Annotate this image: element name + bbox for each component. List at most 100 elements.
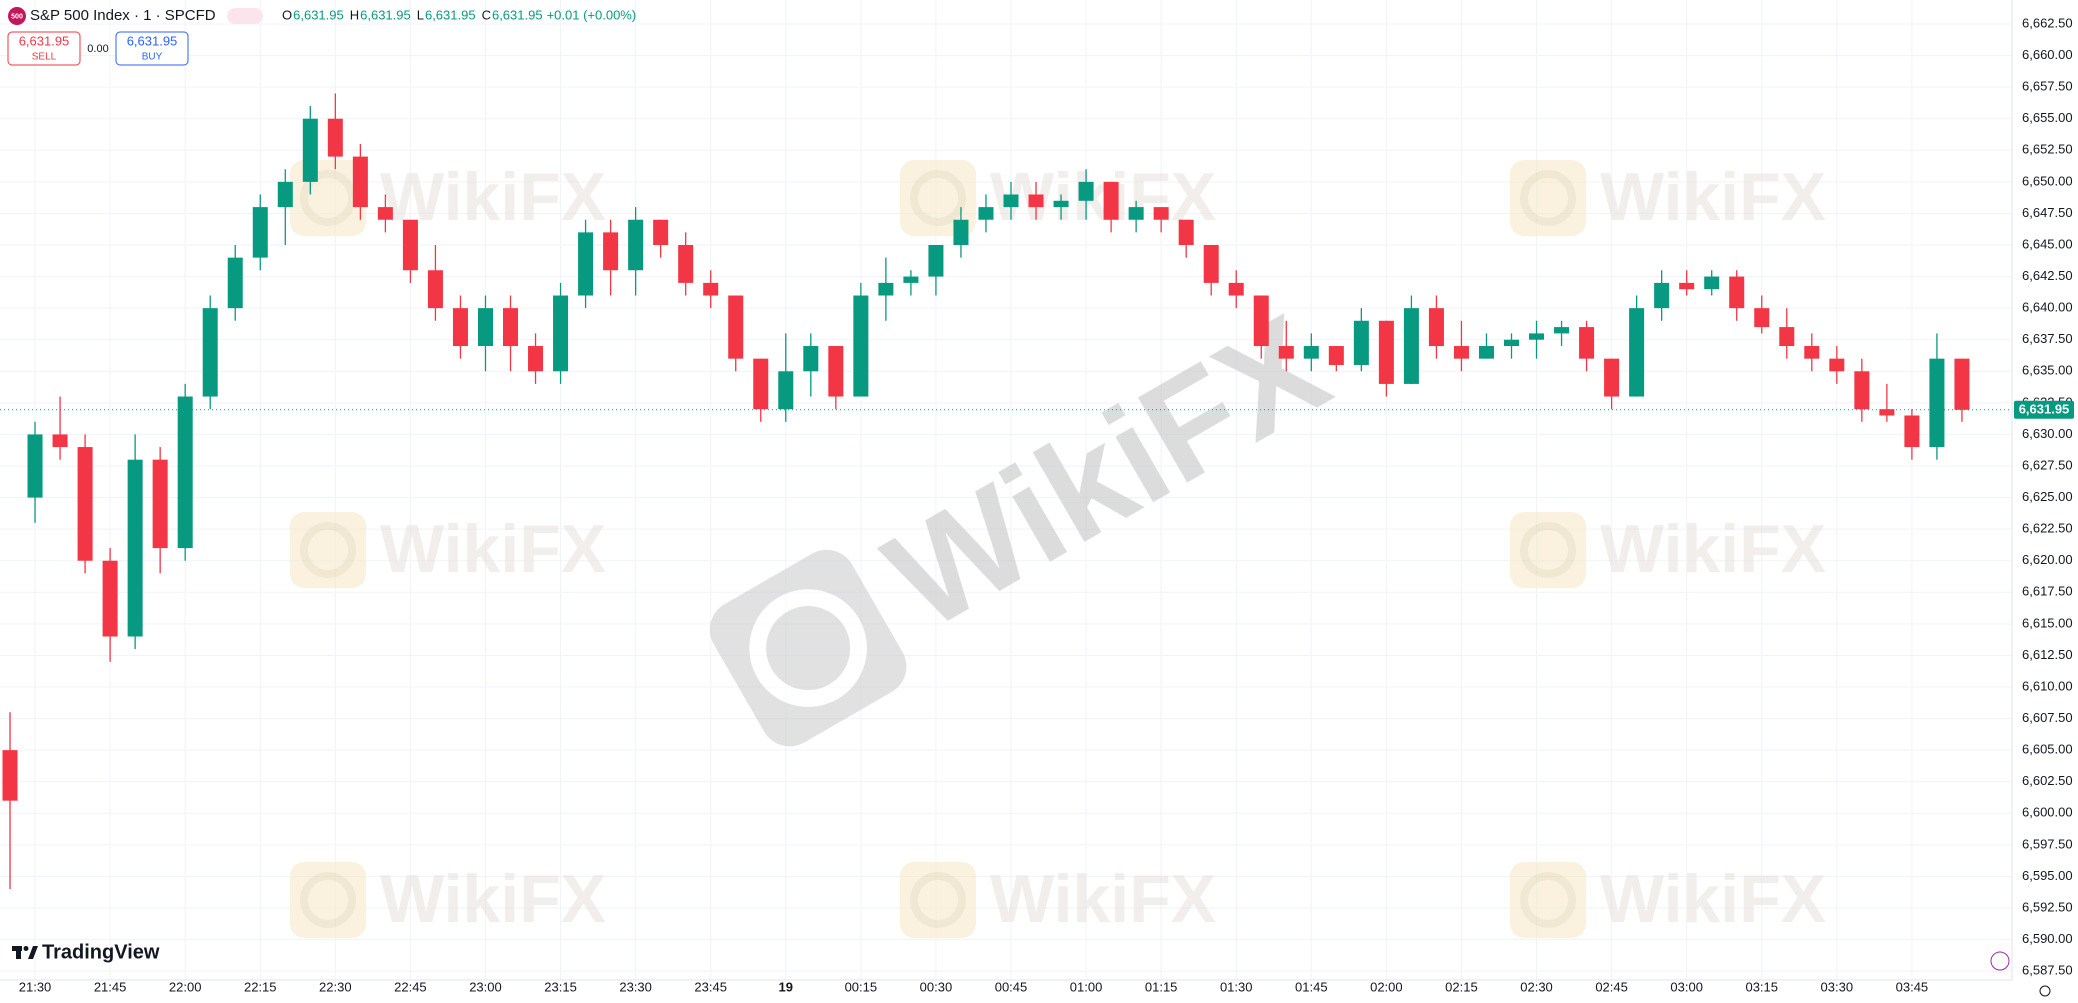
x-tick-label: 21:30 — [19, 979, 52, 994]
candle-body — [803, 346, 819, 372]
y-tick-label: 6,652.50 — [2022, 142, 2073, 157]
ohlc-value: 6,631.95 — [492, 7, 543, 22]
candle-body — [27, 434, 43, 498]
y-tick-label: 6,617.50 — [2022, 584, 2073, 599]
watermark-icon-mark — [1520, 522, 1576, 578]
watermark-text: WikiFX — [1600, 861, 1826, 937]
candle-body — [1203, 245, 1219, 283]
price-tag — [2014, 400, 2074, 419]
tradingview-logo: TradingView — [12, 941, 160, 963]
candle-body — [978, 207, 994, 220]
y-tick-label: 6,640.00 — [2022, 300, 2073, 315]
candle-body — [1228, 282, 1244, 296]
y-tick-label: 6,597.50 — [2022, 836, 2073, 851]
buy-label: BUY — [142, 52, 163, 63]
candle-body — [1328, 346, 1344, 365]
sell-button[interactable] — [7, 31, 81, 66]
watermark-text: WikiFX — [380, 511, 606, 587]
x-tick-label: 00:15 — [845, 979, 878, 994]
candle-body — [603, 232, 619, 271]
candle-body — [1654, 282, 1670, 309]
y-tick-label: 6,642.50 — [2022, 268, 2073, 283]
candle-body — [327, 118, 343, 157]
watermark-icon-mark — [910, 872, 966, 928]
x-tick-label: 23:00 — [469, 979, 502, 994]
y-tick-label: 6,647.50 — [2022, 205, 2073, 220]
watermark-text: WikiFX — [1600, 511, 1826, 587]
symbol-logo — [8, 7, 26, 25]
watermark-icon-mark — [1520, 872, 1576, 928]
settings-icon[interactable] — [2039, 985, 2051, 997]
watermark: WikiFX — [900, 861, 1216, 938]
ohlc-legend: O 6,631.95 H 6,631.95 L 6,631.95 C 6,631.95 +0.0… — [282, 7, 636, 22]
ohlc-value: 6,631.95 — [425, 7, 476, 22]
watermark-icon-mark — [910, 170, 966, 226]
candle-body — [828, 346, 844, 397]
x-tick-label: 03:00 — [1670, 979, 1703, 994]
x-tick-label: 01:00 — [1070, 979, 1103, 994]
ohlc-key: H — [350, 7, 359, 22]
y-tick-label: 6,612.50 — [2022, 647, 2073, 662]
y-tick-label: 6,655.00 — [2022, 110, 2073, 125]
branding: TradingView — [42, 941, 160, 963]
watermark-text: WikiFX — [990, 861, 1216, 937]
candle-body — [152, 459, 168, 549]
candle-body — [703, 282, 719, 296]
candle-body — [52, 434, 68, 448]
y-tick-label: 6,627.50 — [2022, 457, 2073, 472]
candle-body — [1904, 415, 1920, 448]
y-tick-label: 6,602.50 — [2022, 773, 2073, 788]
watermark: WikiFX — [290, 511, 606, 588]
y-tick-label: 6,615.00 — [2022, 615, 2073, 630]
alert-icon[interactable] — [1990, 951, 2010, 971]
candle-body — [678, 245, 694, 283]
y-tick-label: 6,595.00 — [2022, 868, 2073, 883]
x-tick-label: 02:45 — [1595, 979, 1628, 994]
candle-body — [77, 447, 93, 561]
y-tick-label: 6,622.50 — [2022, 521, 2073, 536]
candle-body — [628, 219, 644, 271]
candle-body — [1804, 346, 1820, 359]
candle-body — [578, 232, 594, 296]
candle-body — [1378, 320, 1394, 384]
watermark: WikiFX — [1510, 159, 1826, 236]
candle-body — [1503, 339, 1520, 347]
candle-body — [903, 276, 919, 283]
x-tick-label: 23:15 — [544, 979, 577, 994]
buy-button[interactable] — [115, 31, 189, 66]
y-tick-label: 6,625.00 — [2022, 489, 2073, 504]
candle-body — [1128, 207, 1144, 220]
y-tick-label: 6,592.50 — [2022, 899, 2073, 914]
candle-body — [1604, 358, 1620, 397]
candle-body — [1854, 371, 1870, 410]
candle-body — [102, 560, 118, 637]
watermark-icon-mark — [300, 170, 356, 226]
candle-body — [1629, 308, 1645, 397]
y-tick-label: 6,637.50 — [2022, 331, 2073, 346]
y-tick-label: 6,662.50 — [2022, 15, 2073, 30]
logo-stem — [16, 946, 21, 959]
watermark: WikiFX — [900, 159, 1216, 236]
candle-body — [1453, 346, 1469, 359]
y-tick-label: 6,605.00 — [2022, 742, 2073, 757]
axes: 6,587.50 6,590.00 6,592.50 6,595.00 6,597.50… — [19, 15, 2074, 994]
candle-body — [753, 358, 769, 410]
buy-price: 6,631.95 — [127, 33, 178, 48]
spread: 0.00 — [87, 43, 108, 55]
y-tick-label: 6,650.00 — [2022, 173, 2073, 188]
ohlc-key: L — [417, 7, 424, 22]
logo-dot — [23, 946, 29, 951]
x-tick-label: 01:30 — [1220, 979, 1253, 994]
indicator-pill[interactable] — [227, 8, 263, 24]
candle-body — [1478, 346, 1494, 359]
x-tick-label: 22:45 — [394, 979, 427, 994]
candle-body — [1403, 308, 1419, 384]
candle-body — [1003, 194, 1019, 208]
y-tick-label: 6,657.50 — [2022, 79, 2073, 94]
x-tick-label: 02:30 — [1520, 979, 1553, 994]
y-tick-label: 6,620.00 — [2022, 552, 2073, 567]
x-tick-label: 01:45 — [1295, 979, 1328, 994]
watermark-text: WikiFX — [380, 861, 606, 937]
symbol-title[interactable]: S&P 500 Index · 1 · SPCFD — [30, 7, 216, 24]
